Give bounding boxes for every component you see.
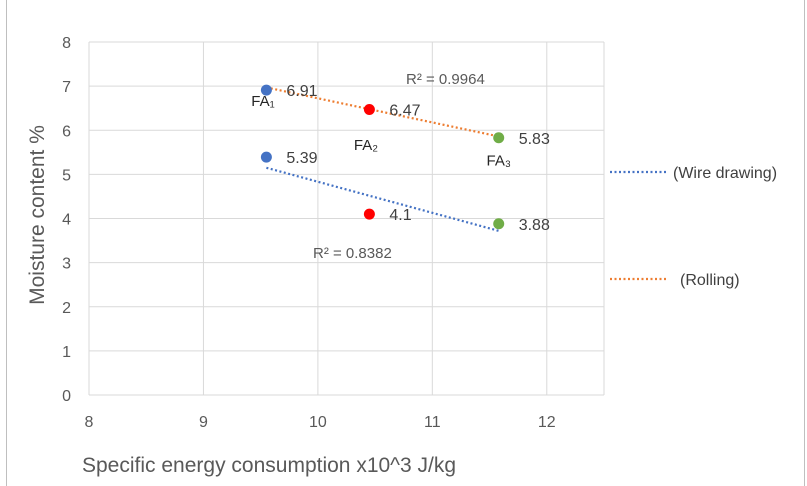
r-squared-label: R² = 0.8382 (313, 245, 392, 262)
y-tick-label: 2 (62, 300, 71, 317)
x-tick-labels: 8 9 10 11 12 (85, 414, 556, 431)
data-point (493, 218, 505, 230)
data-label: 6.47 (389, 103, 420, 120)
trendlines: R² = 0.8382 R² = 0.9964 (266, 71, 499, 262)
data-point (493, 132, 505, 144)
data-label: 6.91 (286, 83, 317, 100)
x-tick-label: 10 (309, 414, 327, 431)
data-point (363, 104, 375, 116)
data-label: 4.1 (389, 207, 411, 224)
x-tick-label: 9 (199, 414, 208, 431)
fa-annotation: FA₃ (486, 153, 510, 170)
fa-annotation: FA₁ (251, 93, 274, 110)
data-points (260, 84, 505, 230)
data-labels: 6.91 6.47 5.83 5.39 4.1 3.88 (286, 83, 550, 234)
legend-label: (Rolling) (680, 272, 740, 289)
y-tick-label: 1 (62, 344, 71, 361)
y-tick-label: 4 (62, 212, 71, 229)
x-axis-title: Specific energy consumption x10^3 J/kg (82, 454, 456, 477)
y-tick-label: 8 (62, 35, 71, 52)
y-tick-label: 6 (62, 123, 71, 140)
legend-label: (Wire drawing) (673, 165, 777, 182)
y-tick-label: 0 (62, 388, 71, 405)
rolling-trendline (266, 86, 499, 138)
data-point (260, 84, 272, 96)
x-tick-label: 12 (538, 414, 556, 431)
wire-drawing-trendline (266, 166, 499, 232)
legend: (Wire drawing) (Rolling) (610, 165, 777, 289)
chart-frame (6, 0, 805, 486)
annotations: FA₁ FA₂ FA₃ (251, 93, 511, 170)
y-tick-labels: 0 1 2 3 4 5 6 7 8 (62, 35, 71, 405)
gridlines (88, 41, 605, 396)
fa-annotation: FA₂ (354, 137, 378, 154)
x-tick-label: 8 (85, 414, 94, 431)
r-squared-label: R² = 0.9964 (406, 71, 485, 88)
data-label: 5.39 (286, 150, 317, 167)
y-tick-label: 3 (62, 256, 71, 273)
y-tick-label: 5 (62, 167, 71, 184)
data-point (260, 151, 272, 163)
data-label: 5.83 (519, 131, 550, 148)
data-label: 3.88 (519, 217, 550, 234)
data-point (363, 208, 375, 220)
y-tick-label: 7 (62, 79, 71, 96)
y-axis-title: Moisture content % (26, 125, 49, 305)
x-tick-label: 11 (424, 414, 441, 431)
